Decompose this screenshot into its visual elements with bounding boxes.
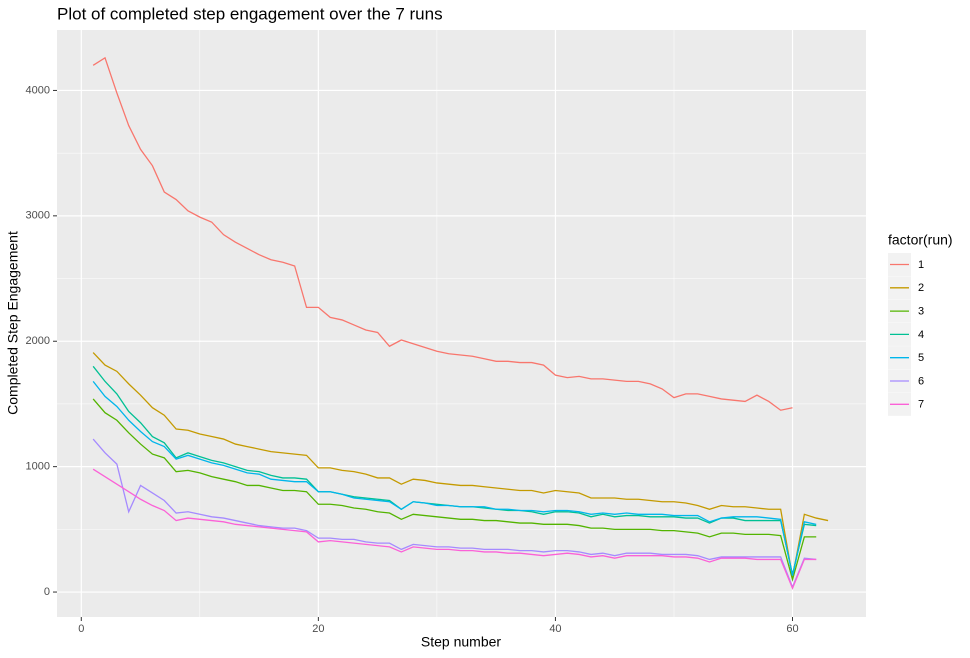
series-line [92, 352, 829, 578]
y-tick-label: 2000 [26, 335, 50, 347]
grid [57, 30, 866, 617]
lines [92, 56, 829, 590]
legend-label: 1 [918, 259, 924, 271]
x-tick-label: 60 [786, 623, 798, 635]
y-tick-label: 4000 [26, 84, 50, 96]
legend-label: 6 [918, 375, 924, 387]
series-line [92, 380, 817, 576]
chart-title: Plot of completed step engagement over t… [57, 4, 443, 23]
series-line [92, 468, 817, 590]
x-tick-label: 20 [312, 623, 324, 635]
legend-label: 3 [918, 306, 924, 318]
y-tick-label: 0 [44, 586, 50, 598]
legend-label: 5 [918, 352, 924, 364]
x-tick-label: 0 [78, 623, 84, 635]
legend-label: 7 [918, 399, 924, 411]
y-tick-label: 1000 [26, 461, 50, 473]
y-axis-title: Completed Step Engagement [5, 231, 21, 415]
x-tick-label: 40 [549, 623, 561, 635]
legend: factor(run) 1 2 3 4 5 6 7 [888, 232, 953, 416]
legend-title: factor(run) [888, 232, 953, 248]
series-line [92, 398, 817, 582]
legend-label: 2 [918, 282, 924, 294]
series-line [92, 56, 793, 411]
x-axis-title: Step number [421, 634, 501, 650]
legend-label: 4 [918, 329, 924, 341]
panel [57, 30, 866, 617]
series-line [92, 438, 817, 589]
y-tick-label: 3000 [26, 210, 50, 222]
